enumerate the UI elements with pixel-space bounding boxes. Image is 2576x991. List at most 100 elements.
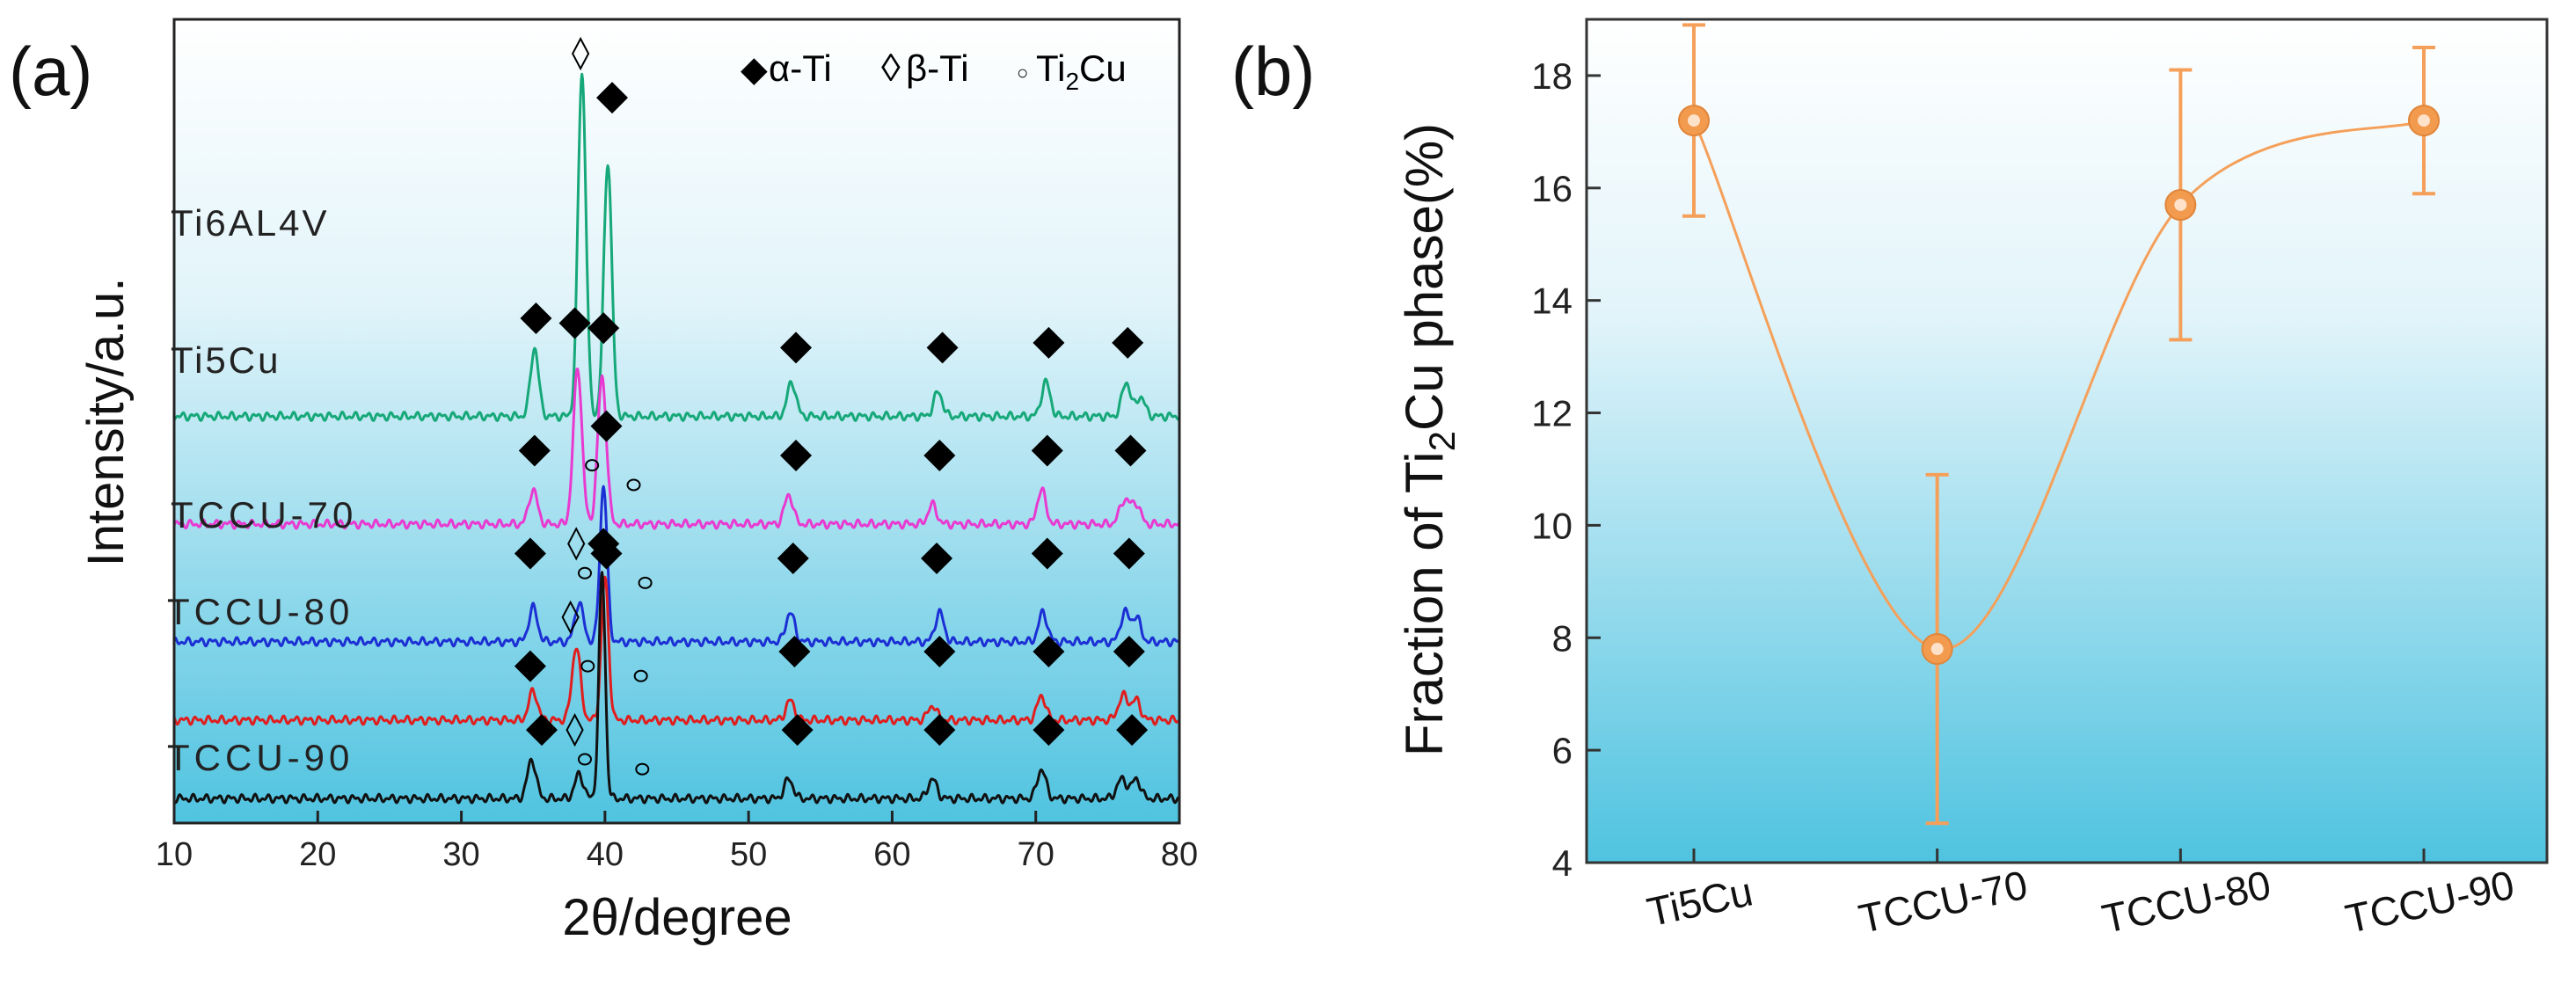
marker-diamond-filled-tccu-80-8 bbox=[1113, 635, 1145, 667]
data-point-highlight-ti5cu bbox=[1688, 114, 1700, 128]
marker-diamond-filled-tccu-70-3 bbox=[590, 410, 623, 442]
b-x-tick-label-tccu-70: TCCU-70 bbox=[1855, 862, 2032, 942]
legend-entry-ti2cu: ○ Ti2Cu bbox=[1017, 47, 1127, 95]
marker-diamond-filled-ti5cu-1 bbox=[558, 307, 591, 339]
marker-diamond-filled-ti5cu-5 bbox=[780, 440, 813, 472]
xrd-trace-ti5cu bbox=[172, 368, 1181, 530]
b-y-tick-label-8: 8 bbox=[1552, 617, 1573, 659]
marker-diamond-filled-tccu-90-8 bbox=[1116, 714, 1149, 747]
marker-diamond-open-tccu-70-1 bbox=[567, 527, 586, 561]
b-y-tick-label-10: 10 bbox=[1531, 505, 1573, 546]
panel-b-plot-background bbox=[1587, 19, 2547, 863]
marker-diamond-filled-tccu-70-6 bbox=[921, 543, 953, 575]
a-x-tick-label-30: 30 bbox=[442, 836, 479, 873]
marker-diamond-filled-tccu-70-5 bbox=[777, 543, 809, 575]
panel-b-label: (b) bbox=[1231, 33, 1315, 110]
b-y-tick-label-12: 12 bbox=[1531, 393, 1573, 434]
panel-b-plot-frame bbox=[1585, 18, 2549, 864]
b-y-tick-label-6: 6 bbox=[1552, 730, 1573, 771]
series-label-tccu-70: TCCU-70 bbox=[171, 494, 357, 536]
b-x-tick-label-tccu-90: TCCU-90 bbox=[2341, 862, 2518, 942]
panel-b: (b) 4 6 8 10 12 14 16 18 Ti5Cu TCCU-70 TCCU-80 TCC… bbox=[1231, 18, 2549, 942]
b-y-tick-label-18: 18 bbox=[1531, 55, 1573, 97]
xrd-trace-ti6al4v bbox=[173, 72, 1181, 422]
panel-a-label: (a) bbox=[9, 33, 92, 110]
marker-diamond-filled-ti6al4v-4 bbox=[926, 332, 959, 364]
data-point-highlight-tccu-80 bbox=[2174, 198, 2187, 211]
panel-b-y-axis-title: Fraction of Ti2Cu phase(%) bbox=[1395, 123, 1463, 756]
marker-circle-open-ti5cu-4 bbox=[626, 478, 641, 492]
panel-a-x-axis-title: 2θ/degree bbox=[562, 889, 792, 946]
series-label-tccu-80: TCCU-80 bbox=[167, 591, 354, 632]
data-point-highlight-tccu-90 bbox=[2418, 114, 2430, 128]
a-x-tick-label-20: 20 bbox=[299, 836, 336, 873]
legend-ti2cu-symbol: ○ bbox=[1017, 62, 1028, 84]
marker-diamond-filled-tccu-90-0 bbox=[526, 714, 558, 747]
marker-diamond-filled-ti6al4v-6 bbox=[1112, 326, 1144, 359]
marker-diamond-filled-ti5cu-0 bbox=[518, 434, 551, 467]
panel-a: (a) ◆ α-Ti ◊ β-Ti ○ Ti2Cu Ti6AL4V Ti5Cu … bbox=[9, 18, 1198, 946]
a-x-tick-label-70: 70 bbox=[1018, 836, 1054, 873]
marker-diamond-filled-tccu-90-6 bbox=[923, 714, 956, 747]
panel-a-traces bbox=[172, 72, 1181, 805]
series-label-ti6al4v: Ti6AL4V bbox=[171, 202, 330, 244]
series-label-ti5cu: Ti5Cu bbox=[171, 339, 281, 381]
data-point-tccu-80 bbox=[2164, 188, 2197, 221]
marker-circle-open-ti5cu-3 bbox=[585, 459, 600, 472]
marker-diamond-filled-ti6al4v-3 bbox=[780, 332, 813, 364]
a-x-tick-label-40: 40 bbox=[587, 836, 624, 873]
marker-diamond-filled-tccu-70-8 bbox=[1113, 537, 1145, 570]
legend-beta-ti-label: β-Ti bbox=[906, 47, 969, 89]
marker-diamond-filled-ti6al4v-5 bbox=[1033, 326, 1065, 359]
ti2cu-fraction-curve bbox=[1692, 119, 2425, 651]
panel-a-series-labels: Ti6AL4V Ti5Cu TCCU-70 TCCU-80 TCCU-90 bbox=[167, 202, 357, 778]
panel-b-data-points bbox=[1678, 105, 2440, 666]
marker-diamond-filled-tccu-90-7 bbox=[1033, 714, 1065, 747]
a-x-tick-label-80: 80 bbox=[1161, 836, 1198, 873]
panel-a-peak-markers bbox=[514, 36, 1149, 776]
marker-diamond-filled-tccu-90-3 bbox=[587, 528, 620, 560]
legend-ti2cu-label: Ti2Cu bbox=[1036, 47, 1127, 95]
marker-diamond-filled-ti6al4v-2 bbox=[596, 82, 629, 114]
b-y-tick-label-16: 16 bbox=[1531, 168, 1573, 209]
marker-diamond-filled-ti5cu-2 bbox=[587, 312, 620, 345]
data-point-ti5cu bbox=[1678, 105, 1710, 137]
marker-diamond-filled-tccu-80-5 bbox=[778, 635, 811, 667]
xrd-trace-tccu-70 bbox=[173, 485, 1180, 648]
legend-entry-alpha-ti: ◆ α-Ti bbox=[741, 47, 832, 89]
marker-circle-open-tccu-80-2 bbox=[580, 659, 595, 673]
marker-circle-open-tccu-80-4 bbox=[633, 669, 648, 682]
legend-beta-ti-symbol: ◊ bbox=[881, 47, 901, 90]
panel-a-y-axis-title: Intensity/a.u. bbox=[77, 278, 135, 567]
b-y-tick-label-14: 14 bbox=[1531, 281, 1573, 322]
a-x-tick-label-10: 10 bbox=[156, 836, 193, 873]
series-label-tccu-90: TCCU-90 bbox=[167, 737, 354, 778]
marker-diamond-filled-tccu-70-7 bbox=[1031, 537, 1063, 570]
b-y-tick-label-4: 4 bbox=[1552, 842, 1573, 884]
a-x-tick-label-60: 60 bbox=[873, 836, 910, 873]
legend-alpha-ti-symbol: ◆ bbox=[741, 50, 768, 89]
marker-circle-open-tccu-90-4 bbox=[635, 762, 650, 776]
data-point-highlight-tccu-70 bbox=[1930, 643, 1944, 656]
xrd-trace-tccu-90 bbox=[172, 571, 1180, 805]
marker-diamond-open-tccu-90-1 bbox=[566, 712, 584, 747]
b-x-tick-label-tccu-80: TCCU-80 bbox=[2098, 862, 2275, 942]
marker-circle-open-tccu-70-4 bbox=[638, 576, 653, 589]
panel-b-trend-curve bbox=[1692, 119, 2425, 651]
marker-diamond-open-tccu-80-1 bbox=[561, 600, 580, 635]
marker-diamond-filled-ti5cu-8 bbox=[1114, 434, 1147, 467]
legend-alpha-ti-label: α-Ti bbox=[769, 47, 832, 89]
marker-diamond-filled-tccu-80-7 bbox=[1033, 635, 1065, 667]
marker-diamond-filled-tccu-90-5 bbox=[781, 714, 814, 747]
data-point-tccu-70 bbox=[1921, 633, 1953, 666]
marker-diamond-filled-tccu-70-0 bbox=[514, 537, 546, 570]
panel-a-plot-frame bbox=[172, 18, 1181, 825]
data-point-tccu-90 bbox=[2408, 105, 2440, 137]
marker-diamond-filled-ti6al4v-0 bbox=[520, 302, 552, 334]
marker-diamond-filled-ti5cu-7 bbox=[1031, 434, 1063, 467]
panel-b-y-axis: 4 6 8 10 12 14 16 18 bbox=[1531, 55, 1601, 884]
marker-diamond-filled-tccu-80-0 bbox=[514, 650, 546, 682]
marker-circle-open-tccu-90-2 bbox=[577, 753, 592, 766]
legend-entry-beta-ti: ◊ β-Ti bbox=[881, 47, 969, 90]
